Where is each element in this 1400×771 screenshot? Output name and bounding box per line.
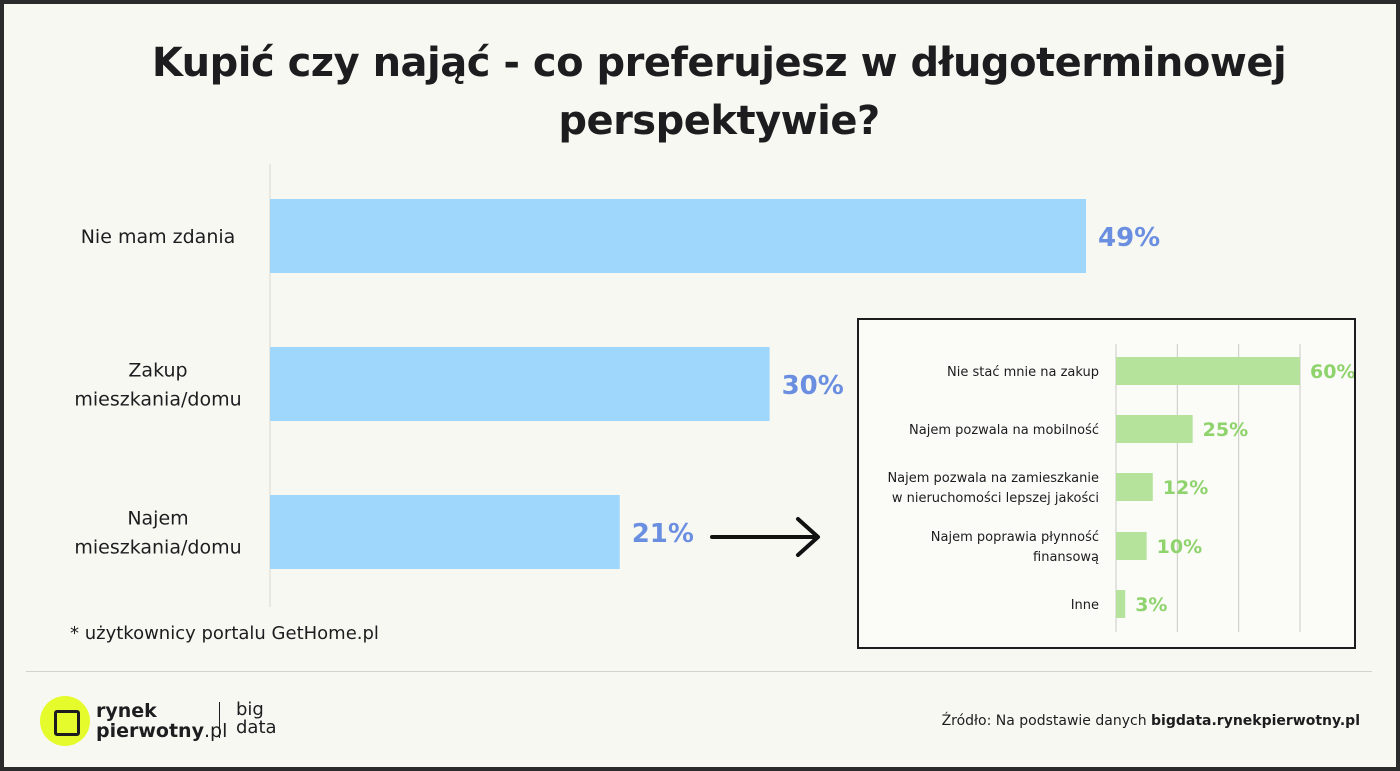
inset-value-label-1: 25% (1203, 419, 1248, 441)
main-bar-2 (270, 495, 620, 569)
inset-bar-2 (1116, 473, 1153, 501)
inset-value-label-0: 60% (1310, 361, 1354, 383)
inset-category-label-3-0: Najem poprawia płynność (931, 530, 1099, 545)
inset-category-label-1-0: Najem pozwala na mobilność (909, 423, 1099, 438)
footnote: * użytkownicy portalu GetHome.pl (70, 623, 379, 644)
main-bar-0 (270, 199, 1086, 273)
title-line-2: perspektywie? (558, 98, 880, 144)
inset-bar-3 (1116, 532, 1147, 560)
bigdata-logo: big data (236, 701, 277, 737)
main-category-label-1-0: Zakup (128, 360, 187, 382)
bigdata-big: big (236, 699, 264, 720)
main-category-label-2-1: mieszkania/domu (74, 537, 241, 559)
title-line-1: Kupić czy nająć - co preferujesz w długo… (151, 40, 1287, 86)
logo-circle-icon (40, 696, 90, 746)
source-prefix: Źródło: Na podstawie danych (941, 713, 1152, 729)
main-category-label-0-0: Nie mam zdania (81, 226, 236, 248)
main-bar-1 (270, 347, 770, 421)
inset-value-label-4: 3% (1135, 594, 1167, 616)
logo-line-2a: pierwotny (96, 720, 204, 742)
main-category-label-1-1: mieszkania/domu (74, 389, 241, 411)
page-title: Kupić czy nająć - co preferujesz w długo… (4, 34, 1396, 150)
logo-line-2b: .pl (203, 720, 228, 742)
inset-chart-box: 60% Nie stać mnie na zakup 25% Najem pozwal… (857, 318, 1356, 649)
main-category-label-2-0: Najem (127, 508, 188, 530)
logo-square-icon (54, 710, 80, 736)
bigdata-data: data (236, 717, 277, 738)
infographic: Kupić czy nająć - co preferujesz w długo… (4, 4, 1396, 767)
main-value-label-0: 49% (1098, 223, 1160, 253)
logo-wordmark: rynek pierwotny.pl (96, 701, 227, 741)
inset-value-label-2: 12% (1163, 477, 1208, 499)
main-bar-chart: 49% Nie mam zdania 30% Zakup mieszkania/domu… (74, 164, 1160, 607)
logo-separator (219, 702, 220, 738)
source-note: Źródło: Na podstawie danych bigdata.ryne… (942, 713, 1360, 729)
inset-bar-chart: 60% Nie stać mnie na zakup 25% Najem pozwal… (887, 344, 1354, 632)
main-value-label-2: 21% (632, 519, 694, 549)
main-value-label-1: 30% (782, 371, 844, 401)
inset-category-label-4-0: Inne (1071, 598, 1099, 613)
inset-category-label-2-1: w nieruchomości lepszej jakości (892, 491, 1099, 506)
inset-bar-0 (1116, 357, 1300, 385)
arrow-head-icon (796, 517, 820, 557)
source-link-text: bigdata.rynekpierwotny.pl (1151, 713, 1360, 729)
inset-category-label-2-0: Najem pozwala na zamieszkanie (887, 471, 1099, 486)
inset-value-label-3: 10% (1157, 536, 1202, 558)
inset-bar-4 (1116, 590, 1126, 618)
logo-line-1: rynek (96, 700, 157, 722)
inset-category-label-0-0: Nie stać mnie na zakup (947, 365, 1099, 380)
footer-divider (26, 671, 1372, 672)
inset-bar-1 (1116, 415, 1193, 443)
inset-category-label-3-1: finansową (1033, 550, 1099, 565)
